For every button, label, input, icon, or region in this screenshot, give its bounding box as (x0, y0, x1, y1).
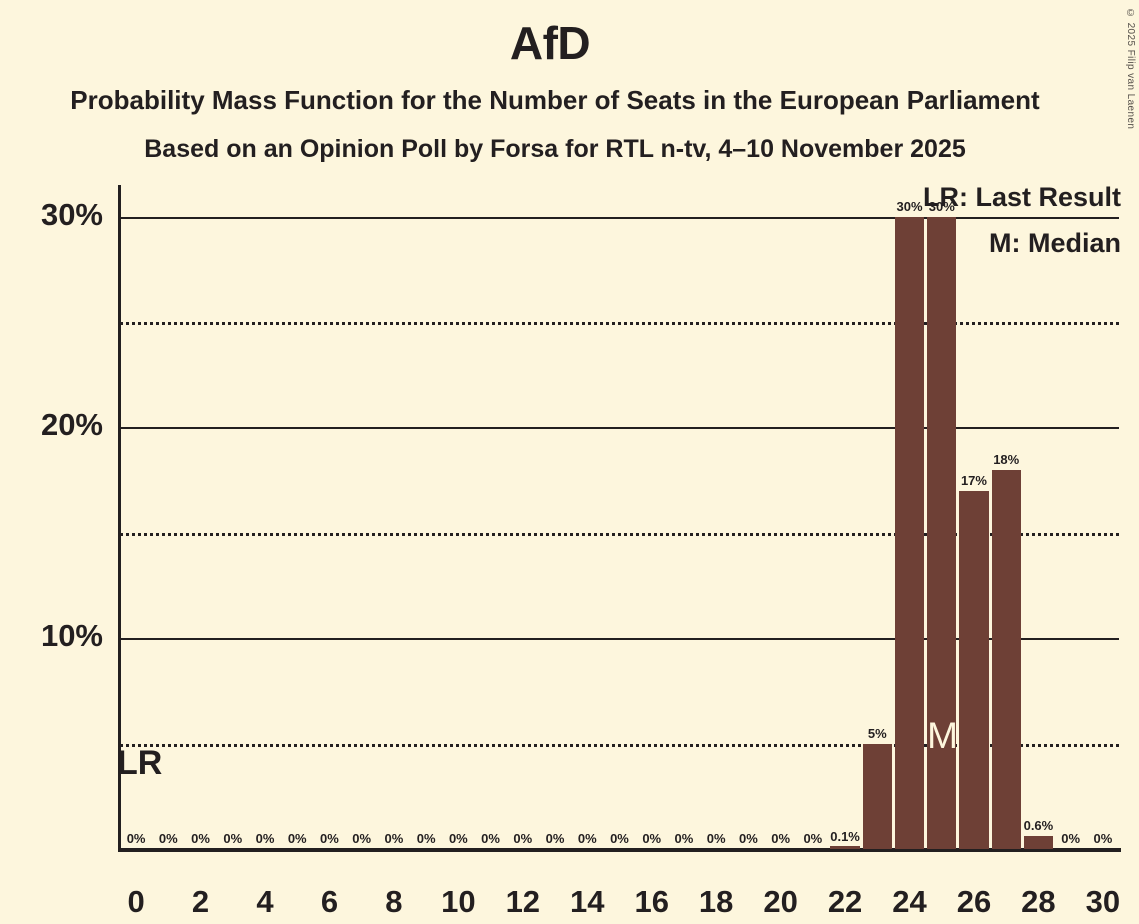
bar[interactable] (959, 490, 989, 849)
bar-value-label: 30% (896, 198, 923, 214)
bar-value-label: 0% (287, 831, 307, 846)
gridline-major (120, 216, 1119, 219)
x-tick-label: 22 (827, 884, 863, 919)
gridline-minor (120, 322, 1119, 326)
x-axis-line (118, 848, 1121, 852)
x-tick-label: 24 (892, 884, 927, 919)
bar-value-label: 0% (481, 831, 500, 846)
bar-value-label: 0% (384, 831, 404, 846)
bar-value-label: 0% (706, 831, 726, 846)
page-title: AfD (509, 17, 591, 69)
x-tick-label: 10 (441, 884, 476, 919)
median-marker: M (927, 715, 958, 756)
bar-value-label: 18% (993, 451, 1020, 467)
bar[interactable] (927, 216, 957, 849)
gridline-major (120, 638, 1119, 641)
last-result-marker: LR (117, 743, 163, 782)
x-tick-label: 2 (191, 884, 210, 919)
bar-value-label: 0% (771, 831, 791, 846)
chart-subtitle-source: Based on an Opinion Poll by Forsa for RT… (144, 135, 966, 163)
bar-value-label: 0% (416, 831, 436, 846)
x-tick-label: 12 (505, 884, 541, 919)
x-tick-label: 20 (763, 884, 798, 919)
bar-value-label: 5% (867, 725, 887, 741)
bar-value-label: 0% (448, 831, 468, 846)
bar-value-label: 0% (803, 831, 823, 846)
x-tick-label: 30 (1085, 884, 1121, 919)
bar[interactable] (862, 743, 892, 849)
gridline-minor (120, 743, 1119, 747)
bar[interactable] (1023, 836, 1054, 849)
gridline-minor (120, 532, 1119, 536)
x-tick-label: 16 (634, 884, 669, 919)
bar[interactable] (991, 469, 1021, 849)
legend-median: M: Median (989, 228, 1121, 258)
bar-value-label: 0% (223, 831, 243, 846)
gridline-major (120, 427, 1119, 430)
y-axis-line (118, 185, 121, 849)
bar-value-label: 0.6% (1023, 818, 1054, 834)
x-tick-label: 4 (256, 884, 274, 919)
bar[interactable] (830, 846, 860, 849)
bar-value-label: 0% (577, 831, 597, 846)
copyright-notice: © 2025 Filip van Laenen (1125, 8, 1136, 130)
bar-value-label: 0% (642, 831, 662, 846)
bar-value-label: 17% (960, 472, 987, 488)
bar-value-label: 0% (126, 831, 146, 846)
bar-value-label: 30% (928, 198, 955, 214)
bar-value-label: 0% (738, 831, 758, 846)
bar-value-label: 0% (610, 831, 629, 846)
y-tick-label: 10% (40, 618, 103, 654)
bar-value-label: 0% (513, 831, 533, 846)
x-tick-label: 0 (127, 884, 145, 919)
x-tick-label: 28 (1021, 884, 1056, 919)
bar-value-label: 0% (158, 831, 178, 846)
bar-value-label: 0.1% (830, 828, 860, 844)
bar-value-label: 0% (545, 831, 565, 846)
x-tick-label: 14 (570, 884, 605, 919)
bar-value-label: 0% (352, 831, 372, 846)
legend-last-result: LR: Last Result (922, 182, 1121, 212)
bar-value-label: 0% (320, 831, 339, 846)
chart-subtitle-pmf: Probability Mass Function for the Number… (70, 85, 1040, 115)
bar-value-label: 0% (255, 831, 275, 846)
bar-value-label: 0% (1061, 831, 1081, 846)
bar-value-label: 0% (674, 831, 694, 846)
x-tick-label: 6 (320, 884, 339, 919)
bar-value-label: 0% (191, 831, 210, 846)
y-tick-label: 20% (40, 407, 103, 443)
x-tick-label: 8 (385, 884, 403, 919)
plot-area: M LR 0% 0% 0% 0% 0% 0% 0% 0% 0% 0% 0% 0% 0% 0% 0% 0% 0% 0%… (117, 185, 1121, 919)
y-tick-label: 30% (40, 196, 103, 232)
x-tick-label: 26 (956, 884, 992, 919)
bar-value-label: 0% (1093, 831, 1113, 846)
x-tick-label: 18 (698, 884, 734, 919)
bar[interactable] (894, 216, 925, 849)
